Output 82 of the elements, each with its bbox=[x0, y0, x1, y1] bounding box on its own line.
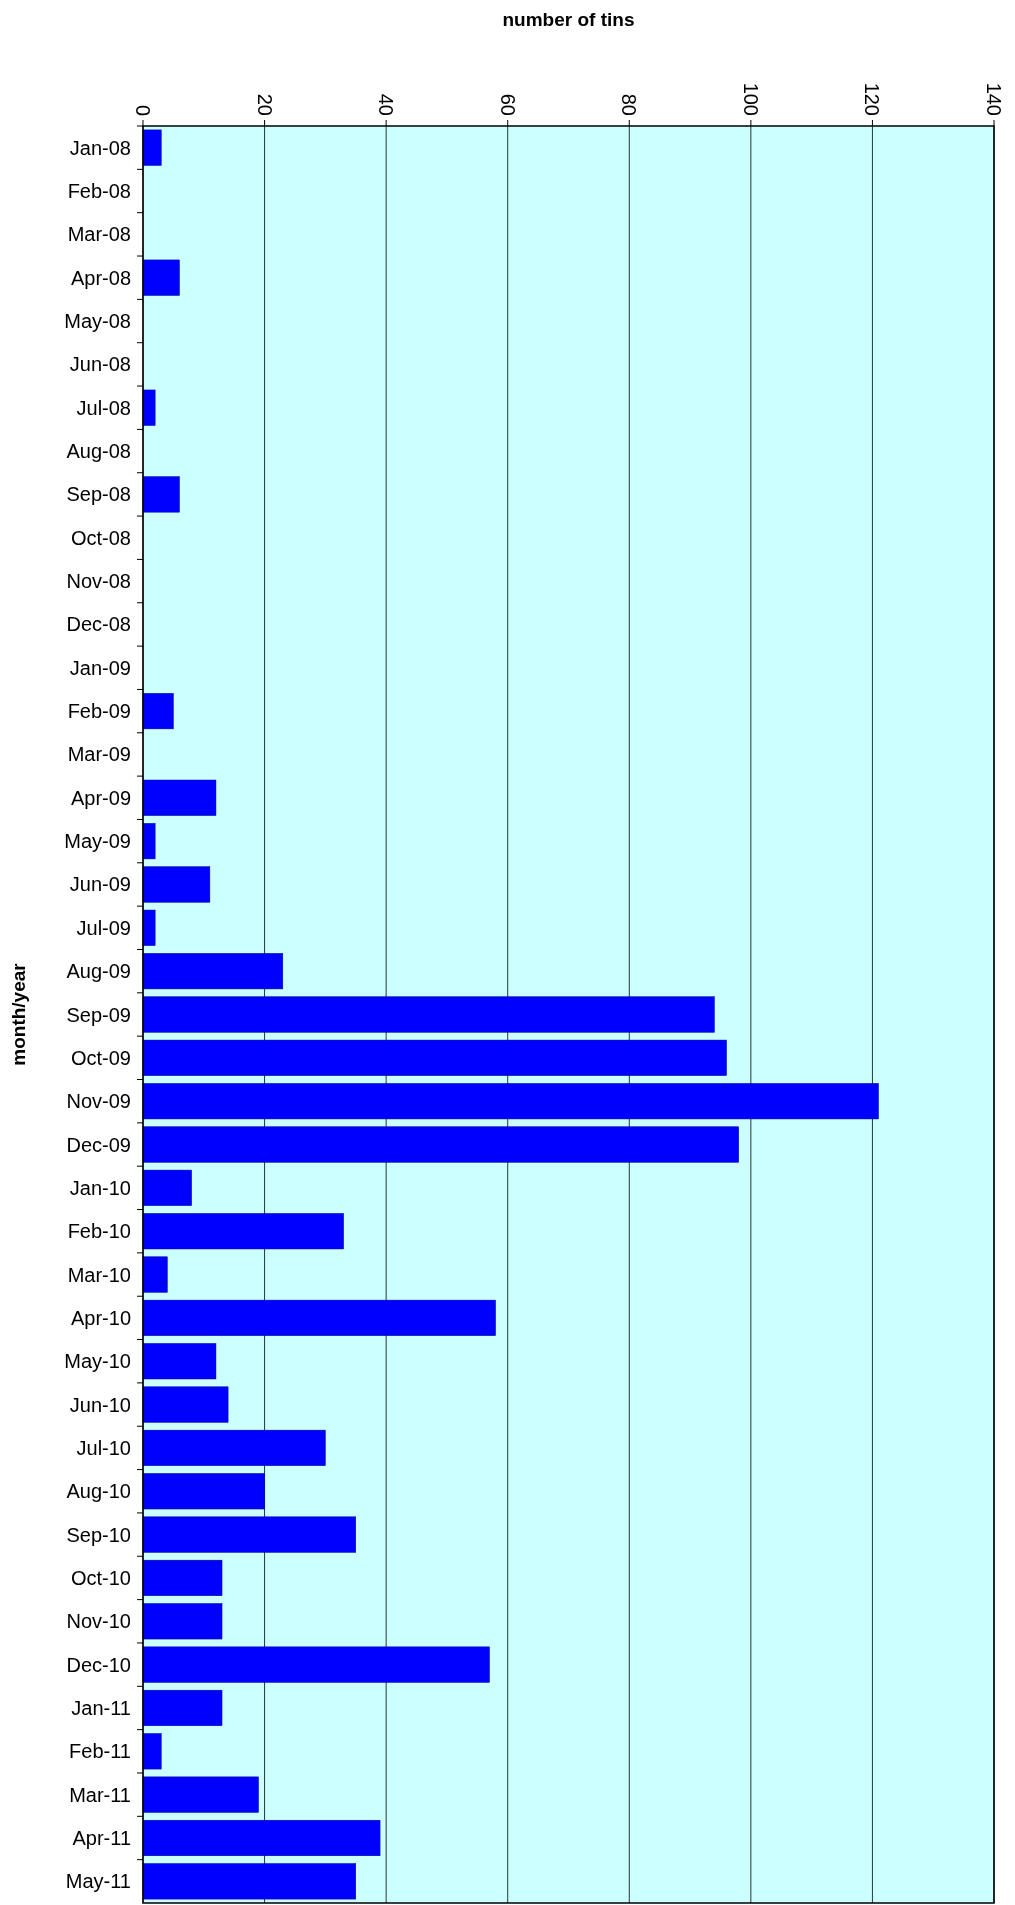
y-tick-label: Aug-09 bbox=[66, 960, 131, 983]
bar bbox=[142, 866, 211, 903]
bar bbox=[142, 1126, 739, 1163]
y-tick-label: Feb-08 bbox=[67, 180, 131, 203]
y-tick-label: Sep-10 bbox=[66, 1523, 131, 1546]
y-tick-label: Apr-09 bbox=[70, 786, 131, 809]
bar bbox=[142, 1386, 229, 1423]
bar bbox=[142, 1169, 192, 1206]
y-tick-label: Dec-09 bbox=[66, 1133, 131, 1156]
bar bbox=[142, 1516, 356, 1553]
bar bbox=[142, 1213, 344, 1250]
x-tick-label: 0 bbox=[132, 104, 154, 116]
y-tick-label: Mar-11 bbox=[69, 1783, 131, 1806]
bar bbox=[142, 1603, 223, 1640]
y-tick-label: Jul-09 bbox=[76, 916, 131, 939]
x-tick-label: 40 bbox=[375, 93, 398, 116]
y-tick-label: Dec-08 bbox=[66, 613, 131, 636]
bar bbox=[142, 259, 180, 296]
y-tick-label: May-11 bbox=[65, 1870, 131, 1893]
y-tick-label: Oct-10 bbox=[70, 1566, 131, 1589]
y-tick-label: Oct-08 bbox=[70, 526, 131, 549]
bar bbox=[142, 779, 217, 816]
bar bbox=[142, 1559, 223, 1596]
y-tick-label: Jan-10 bbox=[69, 1176, 131, 1199]
y-tick-label: May-08 bbox=[64, 310, 131, 333]
bar bbox=[142, 1646, 490, 1683]
y-tick-label: Nov-09 bbox=[66, 1090, 131, 1113]
bar bbox=[142, 1299, 496, 1336]
y-tick-label: Dec-10 bbox=[66, 1653, 131, 1676]
y-tick-label: Jul-08 bbox=[76, 396, 131, 419]
bar bbox=[142, 996, 715, 1033]
bar bbox=[142, 909, 156, 946]
y-axis-title: month/year bbox=[7, 962, 29, 1066]
y-tick-label: Jan-11 bbox=[71, 1696, 131, 1719]
bar bbox=[142, 953, 284, 990]
x-axis-title: number of tins bbox=[502, 9, 635, 30]
y-tick-label: Jul-10 bbox=[76, 1436, 131, 1459]
y-tick-label: Oct-09 bbox=[70, 1046, 131, 1069]
bar bbox=[142, 1473, 265, 1510]
x-tick-label: 120 bbox=[861, 82, 884, 116]
y-tick-label: Mar-09 bbox=[67, 743, 131, 766]
y-tick-label: May-10 bbox=[64, 1350, 131, 1373]
bar bbox=[142, 1429, 326, 1466]
x-tick-label: 60 bbox=[496, 93, 519, 116]
bar bbox=[142, 1343, 217, 1380]
y-tick-label: Jun-09 bbox=[69, 873, 131, 896]
y-tick-label: Nov-10 bbox=[66, 1610, 131, 1633]
y-tick-label: Mar-10 bbox=[67, 1263, 131, 1286]
bar bbox=[142, 1863, 356, 1900]
y-tick-label: Mar-08 bbox=[67, 223, 131, 246]
bar bbox=[142, 1776, 259, 1813]
bar bbox=[142, 1819, 381, 1857]
y-tick-label: Aug-10 bbox=[66, 1480, 131, 1503]
y-tick-label: Sep-08 bbox=[66, 483, 131, 506]
y-tick-label: Nov-08 bbox=[66, 570, 131, 593]
y-tick-label: Jan-08 bbox=[69, 136, 131, 159]
y-tick-label: Jun-10 bbox=[69, 1393, 131, 1416]
y-tick-label: Apr-11 bbox=[72, 1826, 131, 1849]
bar bbox=[142, 1733, 162, 1770]
y-tick-label: Apr-08 bbox=[70, 266, 131, 289]
y-tick-label: Feb-11 bbox=[69, 1740, 131, 1763]
y-tick-label: Jun-08 bbox=[69, 353, 131, 376]
bar bbox=[142, 1256, 168, 1293]
bar bbox=[142, 476, 180, 513]
x-tick-label: 100 bbox=[739, 82, 762, 116]
bar bbox=[142, 693, 174, 730]
bar bbox=[142, 823, 156, 860]
y-tick-label: Sep-09 bbox=[66, 1003, 131, 1026]
x-tick-label: 20 bbox=[253, 93, 276, 116]
bar bbox=[142, 389, 156, 426]
y-tick-label: Jan-09 bbox=[69, 656, 131, 679]
bar bbox=[142, 1083, 879, 1120]
bar bbox=[142, 129, 162, 166]
bar bbox=[142, 1039, 727, 1076]
y-tick-label: Aug-08 bbox=[66, 440, 131, 463]
y-tick-label: Feb-10 bbox=[67, 1220, 131, 1243]
y-tick-label: Feb-09 bbox=[67, 700, 131, 723]
y-tick-label: May-09 bbox=[64, 830, 131, 853]
y-tick-label: Apr-10 bbox=[70, 1306, 131, 1329]
x-tick-label: 140 bbox=[983, 82, 1005, 116]
x-tick-label: 80 bbox=[618, 93, 641, 116]
bar bbox=[142, 1689, 223, 1726]
